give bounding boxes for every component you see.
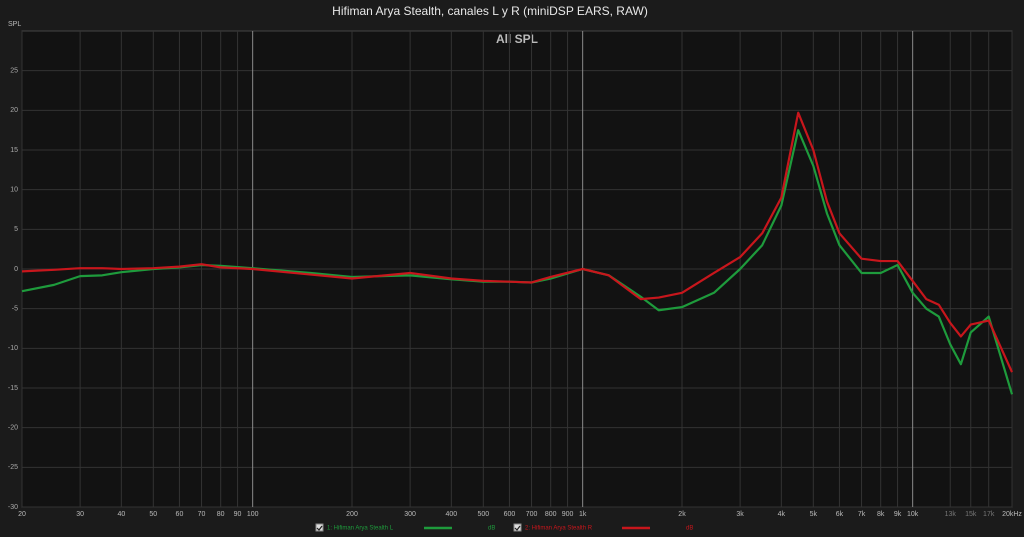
legend-checkbox[interactable] <box>315 523 324 532</box>
x-tick-label: 300 <box>404 511 416 518</box>
x-tick-label: 2k <box>678 511 686 518</box>
x-tick-label: 60 <box>176 511 184 518</box>
legend-check <box>514 525 521 531</box>
x-tick-label: 700 <box>526 511 538 518</box>
y-tick-label: -5 <box>12 306 18 313</box>
x-tick-label: 4k <box>778 511 786 518</box>
x-tick-label: 90 <box>234 511 242 518</box>
subtitle: All SPL <box>496 32 538 46</box>
x-tick-label: 80 <box>217 511 225 518</box>
x-tick-label: 500 <box>477 511 489 518</box>
x-tick-label: 15k <box>965 511 977 518</box>
x-tick-label: 20kHz <box>1002 511 1022 518</box>
x-tick-label: 40 <box>117 511 125 518</box>
chart-title: Hifiman Arya Stealth, canales L y R (min… <box>332 4 648 18</box>
y-tick-label: 20 <box>10 107 18 114</box>
x-tick-label: 1k <box>579 511 587 518</box>
x-tick-label: 9k <box>894 511 902 518</box>
y-tick-label: 5 <box>14 226 18 233</box>
y-tick-label: -25 <box>8 464 18 471</box>
x-tick-label: 17k <box>983 511 995 518</box>
x-tick-label: 50 <box>149 511 157 518</box>
x-tick-label: 200 <box>346 511 358 518</box>
x-tick-label: 600 <box>504 511 516 518</box>
legend-check <box>316 525 323 531</box>
y-tick-label: 25 <box>10 68 18 75</box>
y-axis-label: SPL <box>8 21 21 28</box>
x-tick-label: 800 <box>545 511 557 518</box>
y-tick-label: 15 <box>10 147 18 154</box>
x-tick-label: 6k <box>836 511 844 518</box>
legend-unit: dB <box>488 526 495 532</box>
y-tick-label: -10 <box>8 345 18 352</box>
x-tick-label: 8k <box>877 511 885 518</box>
y-tick-label: -20 <box>8 425 18 432</box>
legend-unit: dB <box>686 526 693 532</box>
legend-checkbox[interactable] <box>513 523 522 532</box>
x-tick-label: 5k <box>810 511 818 518</box>
x-tick-label: 100 <box>247 511 259 518</box>
y-tick-label: 10 <box>10 187 18 194</box>
y-tick-label: -15 <box>8 385 18 392</box>
x-tick-label: 900 <box>562 511 574 518</box>
y-tick-label: -30 <box>8 504 18 511</box>
x-tick-label: 70 <box>198 511 206 518</box>
series-line <box>21 111 1014 373</box>
x-tick-label: 10k <box>907 511 919 518</box>
x-tick-label: 30 <box>76 511 84 518</box>
y-tick-label: 0 <box>14 266 18 273</box>
x-tick-label: 400 <box>445 511 457 518</box>
x-tick-label: 13k <box>945 511 957 518</box>
x-tick-label: 3k <box>736 511 744 518</box>
legend-label: 1: Hifiman Arya Stealth L <box>327 526 394 532</box>
legend-label: 2: Hifiman Arya Stealth R <box>525 526 593 532</box>
x-tick-label: 20 <box>18 511 26 518</box>
x-tick-label: 7k <box>858 511 866 518</box>
